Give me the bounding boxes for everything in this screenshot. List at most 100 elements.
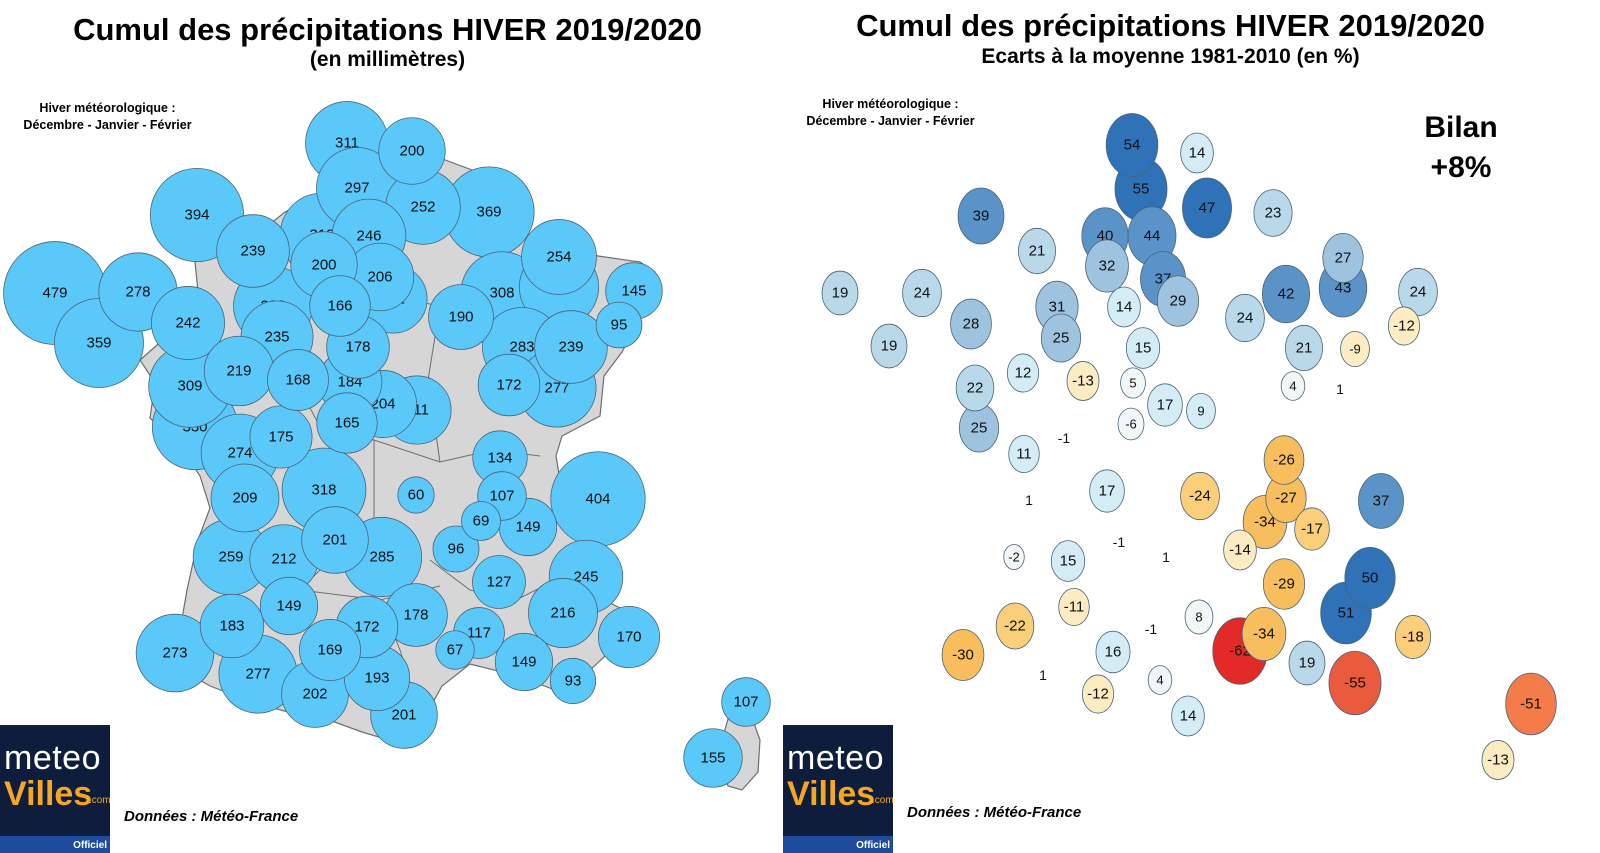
logo-com: .com bbox=[872, 795, 893, 806]
anomaly-bubble-label: -17 bbox=[1301, 521, 1323, 538]
precip-bubble-label: 60 bbox=[408, 487, 425, 504]
precip-bubble-label: 169 bbox=[317, 642, 342, 659]
anomaly-bubble-label: 27 bbox=[1335, 250, 1352, 267]
right-season-line2: Décembre - Janvier - Février bbox=[806, 114, 975, 128]
anomaly-bubble bbox=[1180, 132, 1214, 174]
anomaly-bubble bbox=[1171, 695, 1205, 737]
anomaly-bubble-label: -18 bbox=[1402, 629, 1424, 646]
anomaly-bubble-label: -13 bbox=[1072, 373, 1094, 390]
anomaly-bubble-label: 24 bbox=[914, 285, 931, 302]
anomaly-bubble-label: 1 bbox=[1025, 492, 1033, 508]
anomaly-bubble bbox=[955, 364, 995, 412]
anomaly-bubble bbox=[821, 270, 859, 316]
anomaly-bubble bbox=[1125, 327, 1161, 369]
precip-bubble bbox=[595, 301, 643, 349]
precip-bubble bbox=[249, 405, 313, 469]
precip-bubble-label: 216 bbox=[550, 605, 575, 622]
anomaly-bubble-label: 9 bbox=[1197, 404, 1204, 419]
precip-bubble bbox=[461, 501, 501, 541]
anomaly-bubble-label: 14 bbox=[1189, 145, 1206, 162]
anomaly-bubble bbox=[1223, 529, 1257, 571]
precip-bubble bbox=[216, 214, 290, 288]
precip-bubble-label: 252 bbox=[410, 199, 435, 216]
precip-bubble-label: 183 bbox=[219, 618, 244, 635]
anomaly-bubble-label: -55 bbox=[1344, 675, 1366, 692]
right-source: Données : Météo-France bbox=[907, 804, 1082, 821]
precip-bubble bbox=[528, 578, 598, 648]
anomaly-bubble bbox=[957, 187, 1005, 245]
precip-bubble-label: 170 bbox=[616, 629, 641, 646]
precip-bubble-label: 394 bbox=[184, 207, 209, 224]
logo-tagline: Officiel bbox=[73, 840, 107, 851]
precip-bubble-label: 69 bbox=[473, 513, 490, 530]
anomaly-bubble-label: 14 bbox=[1180, 708, 1197, 725]
anomaly-bubble-label: 23 bbox=[1265, 205, 1282, 222]
anomaly-bubble bbox=[1481, 740, 1515, 780]
bilan-box: Bilan +8% bbox=[1401, 108, 1521, 188]
precip-bubble-label: 200 bbox=[311, 257, 336, 274]
anomaly-bubble bbox=[1387, 306, 1421, 346]
precip-bubble bbox=[259, 576, 319, 636]
anomaly-bubble bbox=[1322, 232, 1364, 284]
anomaly-bubble-label: 17 bbox=[1099, 483, 1116, 500]
anomaly-bubble bbox=[1120, 367, 1146, 399]
logo-word-meteo: meteo bbox=[4, 739, 101, 777]
anomaly-bubble-label: 19 bbox=[881, 338, 898, 355]
precip-bubble-label: 172 bbox=[496, 377, 521, 394]
anomaly-bubble bbox=[1263, 435, 1305, 485]
left-season-line1: Hiver météorologique : bbox=[39, 101, 176, 115]
anomaly-bubble-label: 21 bbox=[1296, 340, 1313, 357]
left-panel: Cumul des précipitations HIVER 2019/2020… bbox=[0, 0, 790, 853]
anomaly-bubble-label: 12 bbox=[1015, 365, 1032, 382]
anomaly-bubble bbox=[950, 298, 992, 350]
anomaly-bubble-label: 8 bbox=[1195, 610, 1202, 625]
anomaly-bubble bbox=[1182, 177, 1232, 239]
logo-word-meteo: meteo bbox=[787, 739, 884, 777]
precip-bubble bbox=[199, 593, 265, 659]
precip-bubble-label: 242 bbox=[175, 315, 200, 332]
precip-bubble-label: 201 bbox=[322, 532, 347, 549]
precip-bubble-label: 277 bbox=[245, 666, 270, 683]
anomaly-bubble-label: -11 bbox=[1064, 599, 1085, 616]
anomaly-bubble bbox=[1018, 227, 1056, 275]
anomaly-bubble bbox=[1105, 113, 1159, 177]
anomaly-bubble-label: -34 bbox=[1254, 514, 1276, 531]
anomaly-bubble-label: -22 bbox=[1004, 618, 1026, 635]
anomaly-bubble bbox=[1358, 473, 1404, 529]
anomaly-bubble bbox=[1066, 361, 1100, 401]
left-season-line2: Décembre - Janvier - Février bbox=[23, 118, 192, 132]
precip-bubble-label: 200 bbox=[399, 143, 424, 160]
precip-bubble-label: 479 bbox=[42, 285, 67, 302]
precip-bubble bbox=[432, 525, 480, 573]
precip-bubble-label: 274 bbox=[227, 445, 252, 462]
precip-bubble-label: 239 bbox=[558, 339, 583, 356]
meteovilles-logo-left: meteo Villes .com Officiel bbox=[0, 725, 110, 853]
anomaly-bubble-label: 14 bbox=[1116, 299, 1133, 316]
precip-bubble bbox=[135, 613, 215, 693]
precip-bubble-label: 95 bbox=[611, 317, 628, 334]
left-source: Données : Météo-France bbox=[124, 808, 299, 825]
precip-bubble-label: 193 bbox=[364, 670, 389, 687]
anomaly-bubble bbox=[995, 602, 1035, 650]
precip-bubble-label: 246 bbox=[356, 228, 381, 245]
anomaly-bubble bbox=[1040, 313, 1082, 363]
precip-bubble-label: 309 bbox=[177, 378, 202, 395]
anomaly-bubble-label: -34 bbox=[1253, 626, 1275, 643]
anomaly-bubble bbox=[1050, 540, 1086, 582]
precip-bubble-label: 283 bbox=[509, 339, 534, 356]
bilan-value: +8% bbox=[1430, 151, 1492, 184]
logo-word-villes: Villes bbox=[787, 775, 876, 813]
anomaly-bubble-label: 54 bbox=[1124, 137, 1141, 154]
anomaly-bubble-label: 39 bbox=[973, 208, 990, 225]
precip-bubble-label: 219 bbox=[226, 363, 251, 380]
anomaly-bubble-label: 5 bbox=[1129, 376, 1136, 391]
right-title: Cumul des précipitations HIVER 2019/2020 bbox=[856, 8, 1485, 43]
anomaly-bubble bbox=[1107, 286, 1141, 328]
anomaly-bubble bbox=[902, 268, 942, 318]
anomaly-bubble bbox=[1225, 293, 1265, 343]
meteovilles-logo-right: meteo Villes .com Officiel bbox=[783, 725, 893, 853]
anomaly-bubble bbox=[1117, 407, 1145, 441]
anomaly-bubble bbox=[1147, 665, 1173, 695]
precip-bubble bbox=[299, 619, 361, 681]
anomaly-bubble-label: -12 bbox=[1087, 686, 1109, 703]
